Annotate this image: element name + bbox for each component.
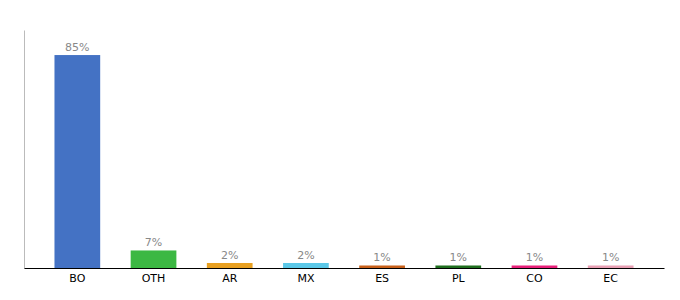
y-axis-line [24, 31, 25, 269]
data-label: 85% [65, 41, 89, 54]
x-tick: BO [69, 272, 85, 285]
bar [588, 265, 634, 268]
x-tick: OTH [142, 272, 166, 285]
x-tick-label: AR [222, 272, 238, 285]
x-tick: MX [297, 272, 314, 285]
x-axis: BO OTH AR MX ES PL CO EC [25, 269, 665, 285]
data-labels: 85% 7% 2% 2% 1% 1% 1% 1% [65, 41, 619, 264]
bar [359, 265, 405, 268]
bar [131, 250, 177, 268]
chart: BO OTH AR MX ES PL CO EC 85% 7% 2% 2% 1% 1% 1% 1% [0, 0, 680, 300]
data-label: 2% [221, 249, 238, 262]
data-label: 1% [602, 251, 619, 264]
x-tick-label: ES [375, 272, 389, 285]
x-tick: ES [375, 272, 389, 285]
x-tick-label: CO [526, 272, 543, 285]
x-tick-label: MX [297, 272, 314, 285]
bar [435, 265, 481, 268]
x-tick-label: BO [69, 272, 85, 285]
x-tick: EC [603, 272, 618, 285]
x-tick-label: OTH [142, 272, 166, 285]
y-axis [24, 31, 25, 269]
x-tick-label: PL [452, 272, 466, 285]
bars [54, 55, 633, 268]
x-tick: AR [222, 272, 238, 285]
x-tick: PL [452, 272, 466, 285]
plot: BO OTH AR MX ES PL CO EC 85% 7% 2% 2% 1% 1% 1% 1% [25, 31, 665, 285]
data-label: 1% [373, 251, 390, 264]
data-label: 1% [526, 251, 543, 264]
bar [54, 55, 100, 268]
x-tick: CO [526, 272, 543, 285]
bar [512, 265, 558, 268]
x-tick-label: EC [603, 272, 618, 285]
bar [283, 263, 329, 268]
bar [207, 263, 253, 268]
x-axis-line [25, 268, 665, 269]
data-label: 1% [450, 251, 467, 264]
data-label: 7% [145, 236, 162, 249]
data-label: 2% [297, 249, 314, 262]
